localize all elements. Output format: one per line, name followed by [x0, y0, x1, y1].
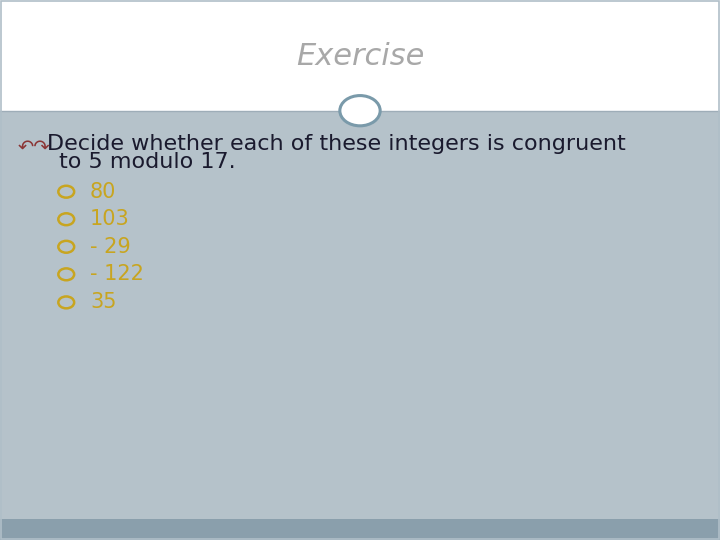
FancyBboxPatch shape: [0, 519, 720, 540]
Text: 80: 80: [90, 181, 117, 202]
FancyBboxPatch shape: [0, 0, 720, 111]
Text: ↶↷: ↶↷: [18, 138, 50, 157]
FancyBboxPatch shape: [0, 111, 720, 519]
Circle shape: [340, 96, 380, 126]
Text: Exercise: Exercise: [296, 42, 424, 71]
Text: 103: 103: [90, 209, 130, 230]
Text: - 29: - 29: [90, 237, 131, 257]
Text: to 5 modulo 17.: to 5 modulo 17.: [59, 152, 235, 172]
Text: Decide whether each of these integers is congruent: Decide whether each of these integers is…: [47, 134, 626, 154]
Text: 35: 35: [90, 292, 117, 313]
Text: - 122: - 122: [90, 264, 144, 285]
